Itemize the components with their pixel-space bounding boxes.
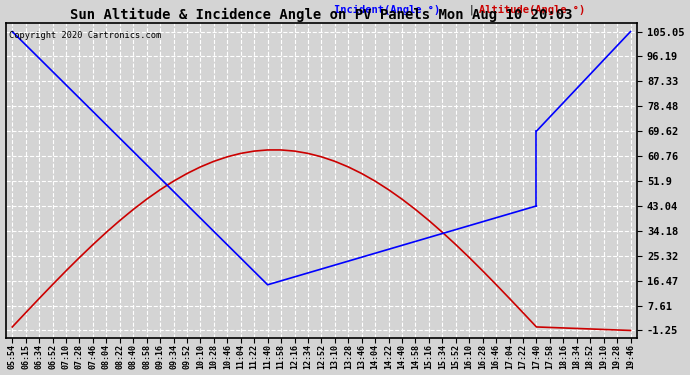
Text: Incident(Angle °): Incident(Angle °) [334,5,440,15]
Text: |: | [470,5,473,15]
Title: Sun Altitude & Incidence Angle on PV Panels Mon Aug 10 20:03: Sun Altitude & Incidence Angle on PV Pan… [70,8,573,22]
Text: Copyright 2020 Cartronics.com: Copyright 2020 Cartronics.com [9,31,161,40]
Text: Altitude(Angle °): Altitude(Angle °) [480,5,586,15]
